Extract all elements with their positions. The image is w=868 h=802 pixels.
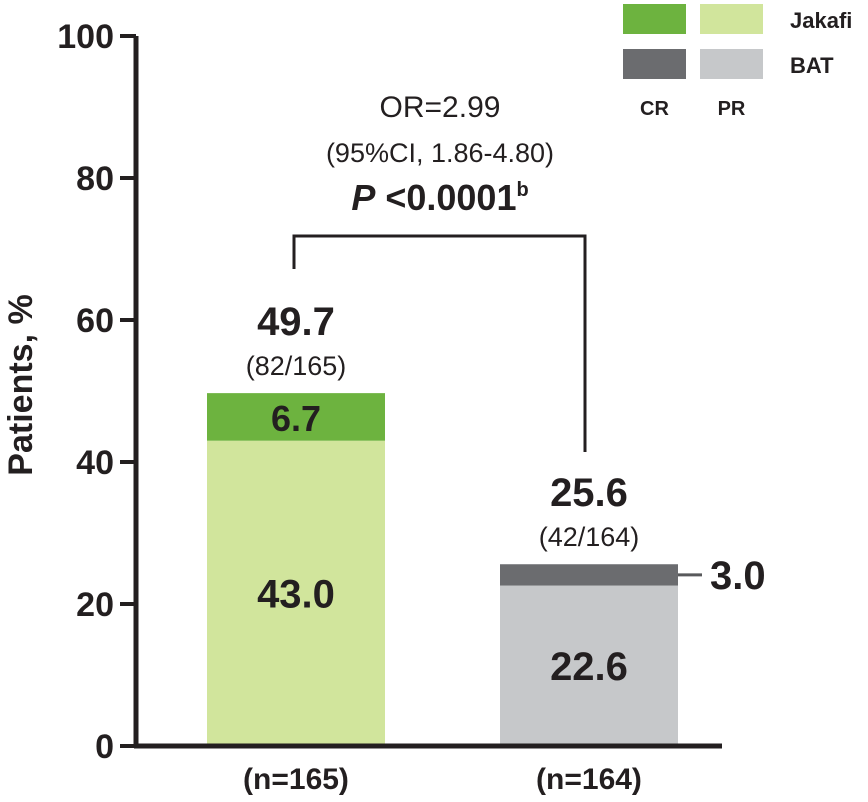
legend-row-label: BAT bbox=[790, 53, 834, 78]
y-tick-label: 80 bbox=[76, 160, 114, 198]
legend-swatch-cr bbox=[623, 4, 686, 34]
y-axis-title: Patients, % bbox=[2, 294, 40, 475]
segment-value-label: 6.7 bbox=[271, 398, 321, 439]
segment-value-label: 43.0 bbox=[257, 572, 335, 616]
p-superscript: b bbox=[516, 179, 528, 201]
y-tick-label: 60 bbox=[76, 302, 114, 340]
legend-column-label: PR bbox=[718, 98, 746, 120]
legend: Jakafi BAT CR PR bbox=[623, 4, 852, 120]
bar-segment-cr bbox=[207, 393, 385, 441]
confidence-interval-text: (95%CI, 1.86-4.80) bbox=[326, 138, 554, 168]
odds-ratio-text: OR=2.99 bbox=[380, 91, 501, 124]
legend-row-label: Jakafi bbox=[790, 8, 852, 33]
legend-swatch-cr bbox=[623, 49, 686, 79]
legend-column-label: CR bbox=[640, 98, 669, 120]
y-tick-label: 40 bbox=[76, 444, 114, 482]
y-tick-label: 0 bbox=[95, 728, 114, 766]
segment-value-label: 3.0 bbox=[710, 554, 766, 598]
legend-swatch-pr bbox=[700, 49, 763, 79]
bar-segment-pr bbox=[500, 585, 678, 746]
bar-total-label: 49.7 bbox=[257, 300, 335, 344]
bar-segment-cr bbox=[500, 564, 678, 586]
legend-swatch-pr bbox=[700, 4, 763, 34]
bar-fraction-label: (82/165) bbox=[246, 351, 347, 381]
x-category-label: (n=165) bbox=[243, 763, 349, 796]
bar-segment-pr bbox=[207, 440, 385, 746]
p-value-text: P <0.0001b bbox=[351, 177, 528, 218]
p-italic: P bbox=[351, 177, 376, 218]
y-axis: 0 20 40 60 80 100 bbox=[57, 18, 722, 766]
bars-layer: 43.0 6.7 49.7 (82/165) (n=165) 22.6 3.0 25.6 (42… bbox=[207, 300, 766, 796]
y-tick-label: 20 bbox=[76, 586, 114, 624]
bar-fraction-label: (42/164) bbox=[539, 522, 640, 552]
y-tick-label: 100 bbox=[57, 18, 114, 56]
bar-total-label: 25.6 bbox=[550, 471, 628, 515]
segment-value-label: 22.6 bbox=[550, 645, 628, 689]
significance-bracket bbox=[292, 234, 587, 452]
p-value: <0.0001 bbox=[375, 177, 516, 218]
significance-annotation: OR=2.99 (95%CI, 1.86-4.80) P <0.0001b bbox=[292, 91, 587, 452]
x-category-label: (n=164) bbox=[536, 763, 642, 796]
